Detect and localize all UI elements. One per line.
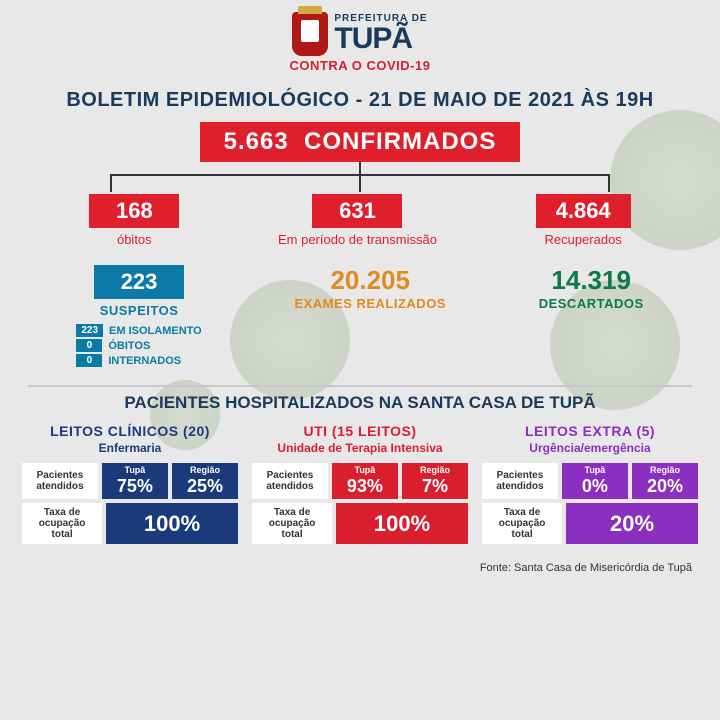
- extra-tupa-lbl: Tupã: [584, 465, 605, 475]
- clin-regiao-box: Região 25%: [172, 463, 238, 499]
- stat-recuperados: 4.864 Recuperados: [536, 194, 631, 247]
- susp-obitos-t: ÓBITOS: [108, 340, 150, 352]
- extra-regiao-pct: 20%: [647, 476, 683, 497]
- extra-atendidos-label: Pacientes atendidos: [482, 463, 558, 499]
- hospitalized-title: PACIENTES HOSPITALIZADOS NA SANTA CASA D…: [0, 393, 720, 413]
- confirmed-box: 5.663 CONFIRMADOS: [200, 122, 520, 162]
- clin-sub: Enfermaria: [22, 441, 238, 455]
- city-name: TUPÃ: [334, 24, 427, 54]
- header: PREFEITURA DE TUPÃ CONTRA O COVID-19: [0, 0, 720, 77]
- extra-regiao-lbl: Região: [650, 465, 680, 475]
- confirmed-value: 5.663: [224, 128, 289, 155]
- stat-suspeitos: 223 SUSPEITOS 223 EM ISOLAMENTO 0 ÓBITOS…: [76, 265, 201, 369]
- bulletin-title: BOLETIM EPIDEMIOLÓGICO - 21 DE MAIO DE 2…: [0, 89, 720, 112]
- uti-taxa-label: Taxa de ocupação total: [252, 503, 332, 544]
- clin-taxa-pct: 100%: [106, 503, 238, 544]
- exames-label: EXAMES REALIZADOS: [294, 296, 446, 311]
- uti-tupa-pct: 93%: [347, 476, 383, 497]
- extra-taxa-label: Taxa de ocupação total: [482, 503, 562, 544]
- suspeitos-value: 223: [94, 265, 184, 299]
- clin-atendidos-label: Pacientes atendidos: [22, 463, 98, 499]
- stat-transmissao: 631 Em período de transmissão: [278, 194, 437, 247]
- extra-tupa-box: Tupã 0%: [562, 463, 628, 499]
- susp-isolamento-t: EM ISOLAMENTO: [109, 325, 202, 337]
- clin-regiao-pct: 25%: [187, 476, 223, 497]
- bed-col-uti: UTI (15 LEITOS) Unidade de Terapia Inten…: [252, 423, 468, 548]
- clin-tupa-pct: 75%: [117, 476, 153, 497]
- uti-regiao-lbl: Região: [420, 465, 450, 475]
- confirmed-label: CONFIRMADOS: [304, 128, 496, 155]
- uti-sub: Unidade de Terapia Intensiva: [252, 441, 468, 455]
- beds-row: LEITOS CLÍNICOS (20) Enfermaria Paciente…: [0, 423, 720, 548]
- susp-internados-t: INTERNADOS: [108, 355, 181, 367]
- contra-covid-label: CONTRA O COVID-19: [0, 58, 720, 73]
- bed-col-extra: LEITOS EXTRA (5) Urgência/emergência Pac…: [482, 423, 698, 548]
- uti-title: UTI (15 LEITOS): [252, 423, 468, 439]
- stat-descartados: 14.319 DESCARTADOS: [539, 265, 644, 369]
- extra-sub: Urgência/emergência: [482, 441, 698, 455]
- stat-obitos: 168 óbitos: [89, 194, 179, 247]
- clin-tupa-box: Tupã 75%: [102, 463, 168, 499]
- susp-internados-n: 0: [76, 354, 102, 367]
- clin-taxa-label: Taxa de ocupação total: [22, 503, 102, 544]
- exames-value: 20.205: [294, 265, 446, 296]
- descartados-value: 14.319: [539, 265, 644, 296]
- susp-isolamento-n: 223: [76, 324, 103, 337]
- transmissao-label: Em período de transmissão: [278, 232, 437, 247]
- tree-connector: [0, 162, 720, 194]
- confirmed-breakdown-row: 168 óbitos 631 Em período de transmissão…: [0, 194, 720, 247]
- bed-col-clinicos: LEITOS CLÍNICOS (20) Enfermaria Paciente…: [22, 423, 238, 548]
- transmissao-value: 631: [312, 194, 402, 228]
- source-text: Fonte: Santa Casa de Misericórdia de Tup…: [0, 548, 720, 574]
- obitos-value: 168: [89, 194, 179, 228]
- clin-regiao-lbl: Região: [190, 465, 220, 475]
- uti-taxa-pct: 100%: [336, 503, 468, 544]
- extra-title: LEITOS EXTRA (5): [482, 423, 698, 439]
- clin-tupa-lbl: Tupã: [124, 465, 145, 475]
- recuperados-label: Recuperados: [536, 232, 631, 247]
- uti-atendidos-label: Pacientes atendidos: [252, 463, 328, 499]
- suspeitos-label: SUSPEITOS: [76, 303, 201, 318]
- clin-title: LEITOS CLÍNICOS (20): [22, 423, 238, 439]
- secondary-stats-row: 223 SUSPEITOS 223 EM ISOLAMENTO 0 ÓBITOS…: [0, 247, 720, 377]
- suspeitos-details: 223 EM ISOLAMENTO 0 ÓBITOS 0 INTERNADOS: [76, 324, 201, 367]
- divider: [28, 385, 692, 387]
- extra-taxa-pct: 20%: [566, 503, 698, 544]
- extra-tupa-pct: 0%: [582, 476, 608, 497]
- uti-tupa-lbl: Tupã: [354, 465, 375, 475]
- descartados-label: DESCARTADOS: [539, 296, 644, 311]
- extra-regiao-box: Região 20%: [632, 463, 698, 499]
- uti-regiao-pct: 7%: [422, 476, 448, 497]
- obitos-label: óbitos: [89, 232, 179, 247]
- uti-regiao-box: Região 7%: [402, 463, 468, 499]
- uti-tupa-box: Tupã 93%: [332, 463, 398, 499]
- susp-obitos-n: 0: [76, 339, 102, 352]
- stat-exames: 20.205 EXAMES REALIZADOS: [294, 265, 446, 369]
- city-crest-icon: [292, 12, 328, 56]
- recuperados-value: 4.864: [536, 194, 631, 228]
